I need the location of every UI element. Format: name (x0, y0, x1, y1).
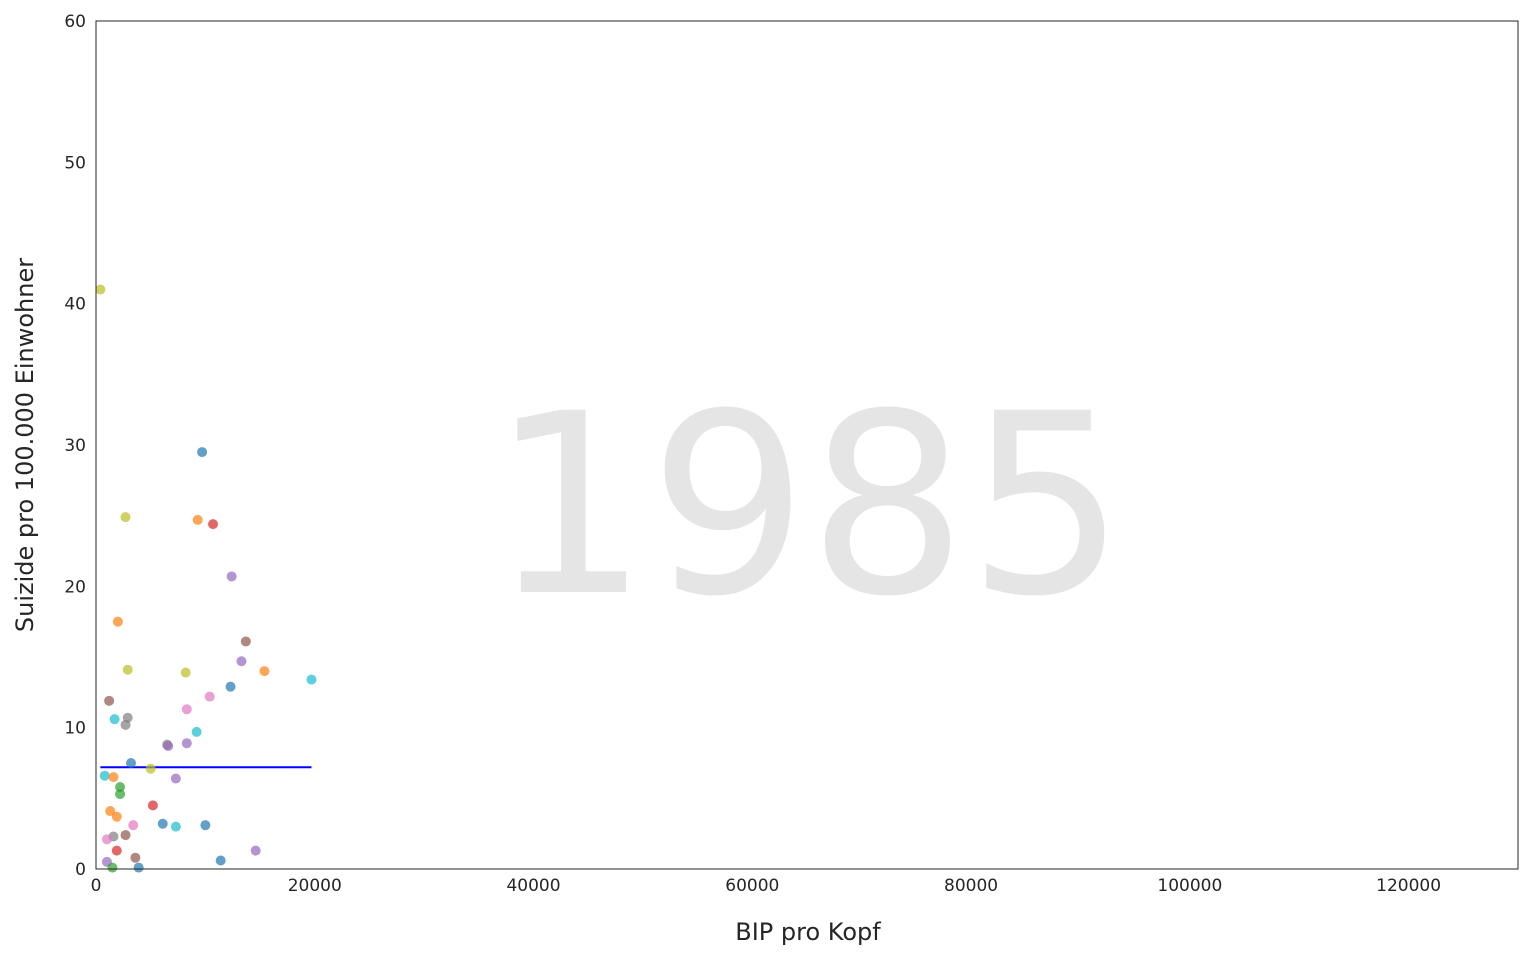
scatter-point (163, 741, 174, 752)
scatter-point (306, 674, 317, 685)
scatter-point (104, 695, 115, 706)
scatter-point (128, 820, 139, 831)
scatter-point (95, 284, 106, 295)
scatter-point (204, 691, 215, 702)
scatter-point (250, 845, 261, 856)
scatter-point (111, 811, 122, 822)
x-tick-label: 100000 (1157, 876, 1222, 896)
scatter-point (226, 571, 237, 582)
scatter-point (191, 726, 202, 737)
y-tick-label: 50 (64, 153, 86, 173)
scatter-point (133, 862, 144, 873)
scatter-point (180, 667, 191, 678)
scatter-point (208, 519, 219, 530)
scatter-point (126, 758, 137, 768)
scatter-point (130, 852, 141, 863)
y-tick-label: 20 (64, 577, 86, 597)
scatter-point (236, 656, 247, 667)
x-tick-label: 80000 (944, 876, 998, 896)
scatter-point (120, 512, 131, 523)
scatter-point (170, 821, 181, 832)
scatter-point (105, 806, 116, 817)
scatter-point (109, 714, 120, 725)
scatter-points (95, 284, 317, 873)
x-tick-label: 60000 (725, 876, 779, 896)
y-axis-label: Suizide pro 100.000 Einwohner (11, 258, 39, 632)
scatter-point (240, 636, 251, 647)
scatter-point (259, 666, 270, 677)
scatter-point (99, 770, 110, 781)
y-axis-ticks: 0 10 20 30 40 50 60 (64, 12, 86, 880)
scatter-point (157, 818, 168, 829)
y-tick-label: 30 (64, 436, 86, 456)
scatter-point (192, 514, 203, 525)
scatter-point (111, 845, 122, 856)
scatter-point (120, 719, 131, 730)
scatter-point (215, 855, 226, 866)
scatter-point (197, 447, 208, 458)
scatter-point (170, 773, 181, 784)
scatter-point (108, 772, 119, 783)
scatter-point (225, 681, 236, 692)
x-axis-ticks: 0 20000 40000 60000 80000 100000 120000 (91, 876, 1441, 896)
scatter-point (122, 664, 133, 675)
scatter-point (112, 616, 123, 627)
scatter-point (115, 789, 126, 800)
scatter-point (107, 862, 118, 873)
scatter-point (145, 763, 156, 774)
y-tick-label: 0 (75, 860, 86, 880)
scatter-point (101, 834, 112, 845)
scatter-point (181, 738, 192, 749)
x-tick-label: 120000 (1376, 876, 1441, 896)
scatter-point (181, 704, 192, 715)
scatter-point (120, 830, 131, 841)
scatter-point (147, 800, 158, 811)
year-watermark: 1985 (490, 360, 1126, 651)
y-tick-label: 40 (64, 295, 86, 315)
y-tick-label: 10 (64, 719, 86, 739)
x-tick-label: 20000 (288, 876, 342, 896)
x-tick-label: 40000 (506, 876, 560, 896)
x-tick-label: 0 (91, 876, 102, 896)
x-axis-label: BIP pro Kopf (735, 918, 881, 946)
scatter-point (200, 820, 211, 831)
y-tick-label: 60 (64, 12, 86, 32)
plot-area-frame (95, 20, 1519, 870)
scatter-point (115, 782, 126, 793)
